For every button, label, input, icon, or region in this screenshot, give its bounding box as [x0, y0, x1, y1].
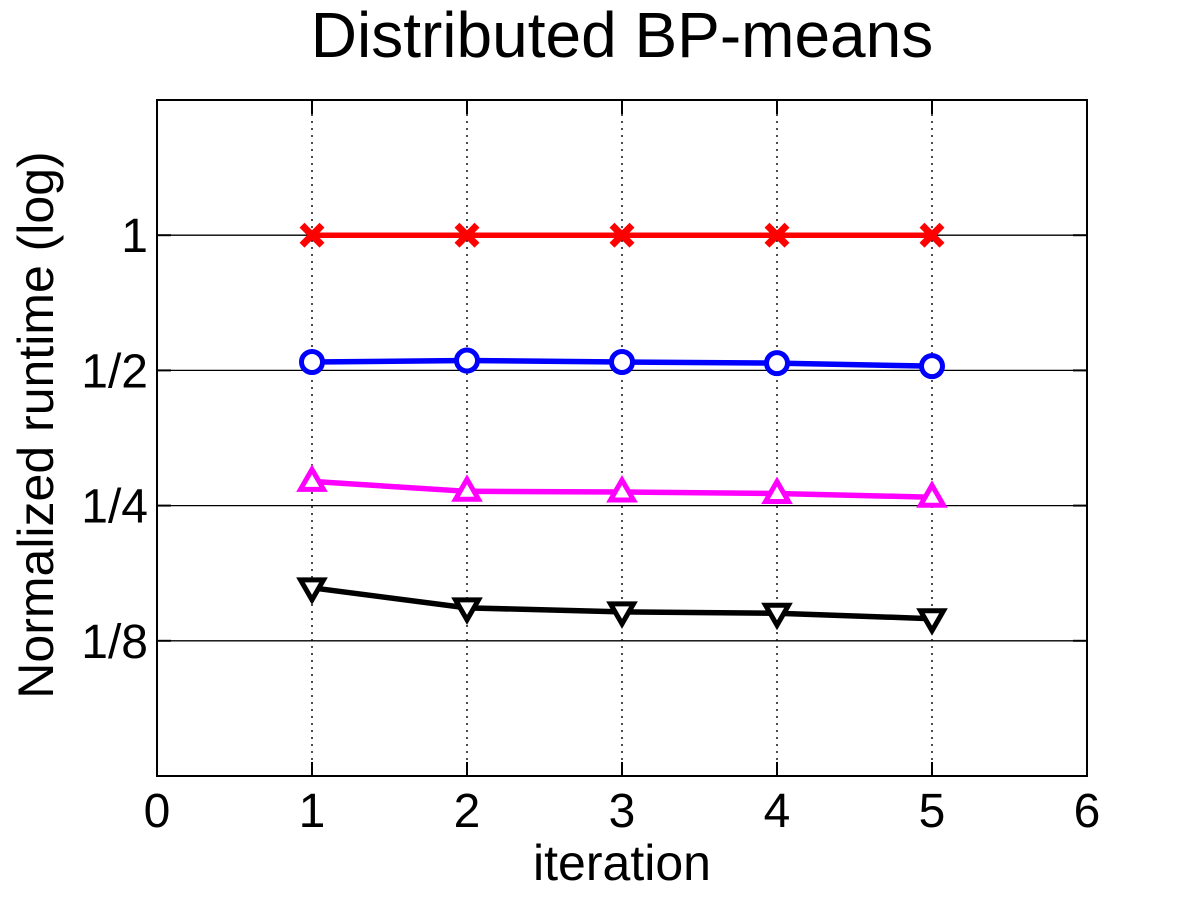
y-tick-label-1: 1 — [121, 210, 148, 263]
magenta-triangle-up-series-marker-1 — [296, 464, 328, 492]
red-x-series-marker-2 — [454, 222, 480, 248]
x-tick-label-3: 3 — [609, 785, 636, 838]
blue-circle-series-marker-2 — [454, 347, 480, 374]
red-x-series-marker-3 — [609, 222, 635, 248]
x-axis-label: iteration — [533, 835, 711, 891]
x-tick-label-4: 4 — [764, 785, 791, 838]
x-tick-label-1: 1 — [299, 785, 326, 838]
red-x-series-marker-5 — [919, 222, 945, 248]
magenta-triangle-up-series-marker-3 — [606, 475, 638, 503]
blue-circle-series-marker-3 — [609, 349, 635, 376]
y-tick-label-1-2: 1/2 — [81, 345, 148, 398]
blue-circle-series-marker-1 — [299, 349, 325, 376]
plot-box — [156, 99, 1088, 777]
red-x-series-marker-4 — [764, 222, 790, 248]
x-tick-label-6: 6 — [1074, 785, 1101, 838]
blue-circle-series-marker-5 — [919, 353, 945, 380]
black-triangle-down-series-marker-3 — [606, 601, 638, 629]
black-triangle-down-series-marker-2 — [451, 597, 483, 625]
black-triangle-down-series-marker-1 — [296, 577, 328, 605]
chart-title: Distributed BP-means — [310, 0, 934, 71]
magenta-triangle-up-series-marker-2 — [451, 474, 483, 502]
x-tick-label-0: 0 — [144, 785, 171, 838]
black-triangle-down-series-marker-5 — [916, 608, 948, 636]
x-tick-label-5: 5 — [919, 785, 946, 838]
magenta-triangle-up-series-marker-4 — [761, 476, 793, 504]
black-triangle-down-series-marker-4 — [761, 602, 793, 631]
magenta-triangle-up-series-marker-5 — [916, 480, 948, 508]
y-tick-label-1-8: 1/8 — [81, 616, 148, 669]
y-tick-label-1-4: 1/4 — [81, 481, 148, 534]
x-tick-label-2: 2 — [454, 785, 481, 838]
red-x-series-marker-1 — [299, 222, 325, 248]
blue-circle-series-marker-4 — [764, 350, 790, 377]
